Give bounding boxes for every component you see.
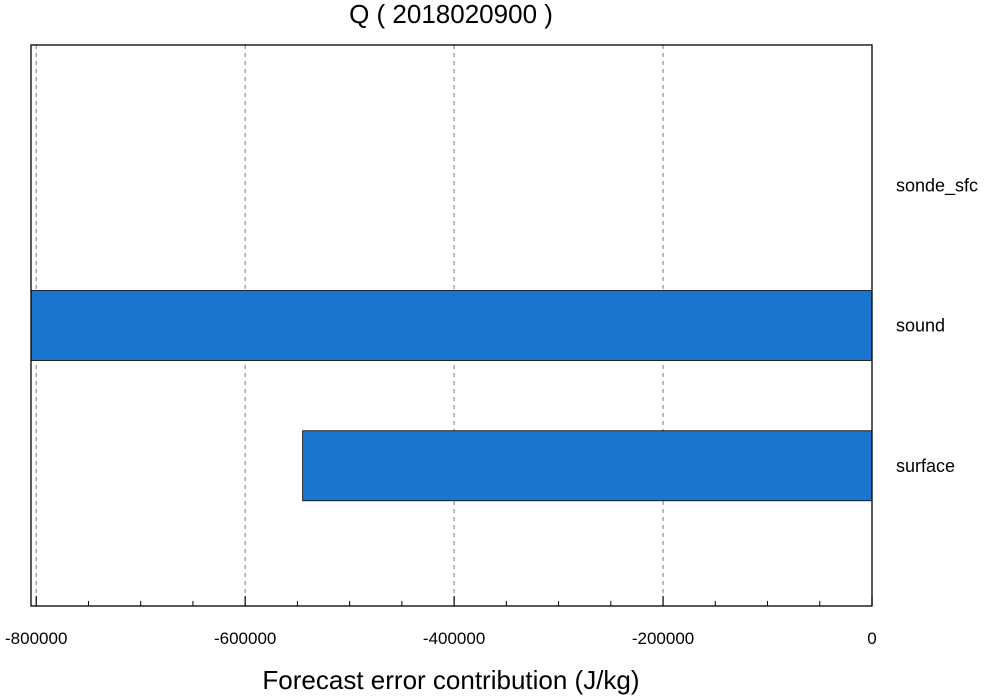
- bars: [30, 290, 873, 502]
- chart-title: Q ( 2018020900 ): [349, 0, 553, 29]
- x-tick-label: -200000: [632, 629, 694, 648]
- category-label-sonde_sfc: sonde_sfc: [896, 175, 978, 196]
- x-axis-label: Forecast error contribution (J/kg): [262, 665, 639, 695]
- x-tick-label: -800000: [5, 629, 67, 648]
- category-label-sound: sound: [896, 316, 945, 336]
- bar-surface: [302, 430, 873, 502]
- x-axis-tick-labels: -800000 -600000 -400000 -200000 0: [5, 629, 877, 648]
- x-tick-label: -600000: [214, 629, 276, 648]
- bar-sound: [30, 290, 873, 361]
- plot-frame: [30, 44, 873, 607]
- category-label-surface: surface: [896, 456, 955, 476]
- x-axis-ticks: [35, 596, 873, 606]
- x-tick-label: 0: [867, 629, 876, 648]
- x-tick-label: -400000: [423, 629, 485, 648]
